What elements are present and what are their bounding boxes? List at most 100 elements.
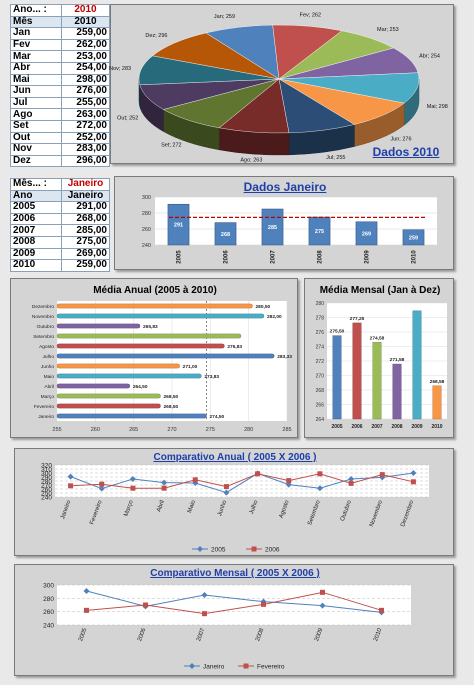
- pie-slice-Mai: [278, 72, 420, 104]
- annual-category-Julho: Julho: [43, 354, 55, 360]
- year-table-row-value: 252,00: [61, 131, 110, 145]
- annual-average-panel: Média Anual (2005 à 2010) 255 260 265 270 27…: [10, 278, 298, 438]
- year-table-row: Abr 254,00: [10, 61, 110, 75]
- year-table-row: Fev 262,00: [10, 38, 110, 52]
- month-table-row-label: 2008: [10, 235, 62, 249]
- monthly-average-chart: 264 266 268 270 272 274 276 278 280 275,50 2005 277…: [316, 301, 447, 430]
- year-table-row-value: 263,00: [61, 108, 110, 121]
- annual-comparison-xtick-Dezembro: Dezembro: [400, 499, 415, 528]
- year-selector-label: Ano... :: [10, 4, 62, 17]
- january-bar-label-2009: 269: [362, 231, 371, 237]
- january-bar-2006: [214, 222, 237, 246]
- year-table-row-value: 272,00: [61, 119, 110, 133]
- pie-label-Nov: Nov; 283: [109, 66, 131, 72]
- annual-comparison-point-2006: [99, 481, 105, 487]
- monthly-comparison-xtick-2010: 2010: [373, 627, 383, 642]
- year-table-row-value: 255,00: [61, 96, 110, 110]
- annual-category-Junho: Junho: [41, 364, 54, 370]
- month-table-row-label: 2005: [10, 201, 62, 214]
- annual-comparison-point-2005: [129, 476, 136, 482]
- year-table-row: Jun 276,00: [10, 85, 110, 98]
- monthly-xtick-2005: 2005: [331, 424, 342, 430]
- monthly-value-2005: 275,50: [330, 329, 345, 335]
- annual-value-Novembro: 282,00: [267, 314, 282, 320]
- annual-comparison-legend-label-2006: 2006: [265, 547, 280, 554]
- pie-label-Jun: Jun; 276: [390, 137, 411, 143]
- annual-bar-Agosto: [56, 343, 225, 349]
- year-table-row-label: Set: [10, 119, 62, 133]
- annual-comparison-xtick-Setembro: Setembro: [307, 499, 322, 526]
- annual-comparison-xtick-Novembro: Novembro: [369, 499, 384, 528]
- annual-comparison-ytick-label: 290: [41, 475, 52, 482]
- monthly-comparison-line-Janeiro: [86, 590, 382, 613]
- monthly-comparison-legend-label-Fevereiro: Fevereiro: [257, 664, 285, 671]
- annual-category-Fevereiro: Fevereiro: [34, 404, 55, 410]
- annual-comparison-legend-marker-2005: [197, 546, 203, 552]
- annual-bar-Junho: [56, 363, 180, 369]
- pie-label-Jan: Jan; 259: [214, 14, 235, 20]
- january-bar-label-2007: 285: [268, 225, 277, 231]
- annual-bar-Outubro: [56, 323, 141, 329]
- month-selector-label: Mês... :: [10, 178, 62, 191]
- year-table-row-value: 254,00: [61, 61, 110, 75]
- month-table-row-label: 2009: [10, 247, 62, 261]
- month-table-row: 2006 268,00: [10, 212, 110, 226]
- year-table-row-value: 283,00: [61, 143, 110, 156]
- annual-bar-Fevereiro: [56, 403, 161, 409]
- annual-bar-Janeiro: [56, 413, 207, 419]
- annual-value-Dezembro: 280,50: [256, 304, 271, 310]
- monthly-comparison-xtick-2007: 2007: [196, 627, 206, 642]
- january-xtick-2007: 2007: [271, 250, 277, 264]
- pie-label-Mar: Mar; 253: [377, 27, 399, 33]
- year-table-row-value: 262,00: [61, 38, 110, 52]
- year-table-row-value: 259,00: [61, 27, 110, 40]
- january-ytick-label: 300: [142, 195, 151, 201]
- annual-comparison-point-2005: [348, 476, 355, 482]
- annual-xtick-label: 260: [91, 427, 100, 433]
- year-data-table: Ano... : 2010 Mês 2010 Jan 259,00 Fev 262,0…: [10, 4, 110, 168]
- year-table-row-label: Ago: [10, 108, 62, 121]
- annual-comparison-xtick-Fevereiro: Fevereiro: [89, 499, 104, 525]
- annual-comparison-ytick-label: 300: [41, 471, 52, 478]
- annual-comparison-point-2005: [223, 489, 230, 496]
- annual-xtick-label: 275: [206, 427, 215, 433]
- year-selector-value[interactable]: 2010: [61, 4, 110, 17]
- year-table-row-label: Jul: [10, 96, 62, 110]
- annual-bar-Maio: [56, 373, 202, 379]
- month-table-row-label: 2007: [10, 224, 62, 237]
- month-selector-value[interactable]: Janeiro: [61, 178, 110, 191]
- annual-bar-Novembro: [56, 313, 265, 319]
- pie-label-Out: Out; 252: [117, 115, 138, 121]
- annual-comparison-xtick-Maio: Maio: [187, 499, 197, 514]
- annual-comparison-point-2005: [285, 481, 292, 488]
- monthly-value-2010: 268,58: [430, 379, 445, 385]
- january-xtick-2005: 2005: [177, 250, 183, 264]
- monthly-value-2006: 277,25: [350, 316, 365, 322]
- monthly-xtick-2006: 2006: [351, 424, 362, 430]
- annual-comparison-xtick-Agosto: Agosto: [279, 499, 291, 519]
- year-table-row-label: Nov: [10, 143, 62, 156]
- monthly-comparison-legend-marker-Janeiro: [189, 663, 195, 669]
- monthly-comparison-ytick-label: 300: [43, 583, 54, 590]
- january-bar-label-2010: 259: [409, 235, 418, 241]
- year-table-row-value: 276,00: [61, 85, 110, 98]
- monthly-ytick-label: 276: [316, 330, 325, 336]
- annual-category-Dezembro: Dezembro: [32, 304, 54, 310]
- january-xtick-2008: 2008: [318, 250, 324, 264]
- annual-comparison-legend-marker-2006: [251, 546, 257, 552]
- monthly-comparison-point-Janeiro: [319, 602, 326, 609]
- year-table-row-value: 298,00: [61, 73, 110, 87]
- pie-chart-title: Dados 2010: [372, 145, 440, 159]
- monthly-ytick-label: 280: [316, 301, 325, 307]
- monthly-ytick-label: 270: [316, 374, 325, 380]
- january-bar-chart: 240 260 280 300 291 2005 268 2006 285 2007 275 2008…: [142, 195, 437, 264]
- annual-bar-Março: [56, 393, 161, 399]
- annual-comparison-ytick-label: 280: [41, 479, 52, 486]
- month-table-row-label: 2010: [10, 259, 62, 272]
- month-table-row-value: 259,00: [61, 259, 110, 272]
- year-table-head-month: Mês: [10, 15, 62, 29]
- monthly-comparison-chart: 240 260 280 300 2005 2006 2007 2008 2009 2010 Jane…: [43, 583, 411, 671]
- monthly-bar-2006: [352, 322, 362, 420]
- monthly-comparison-point-Fevereiro: [84, 607, 89, 613]
- annual-category-Novembro: Novembro: [32, 314, 54, 320]
